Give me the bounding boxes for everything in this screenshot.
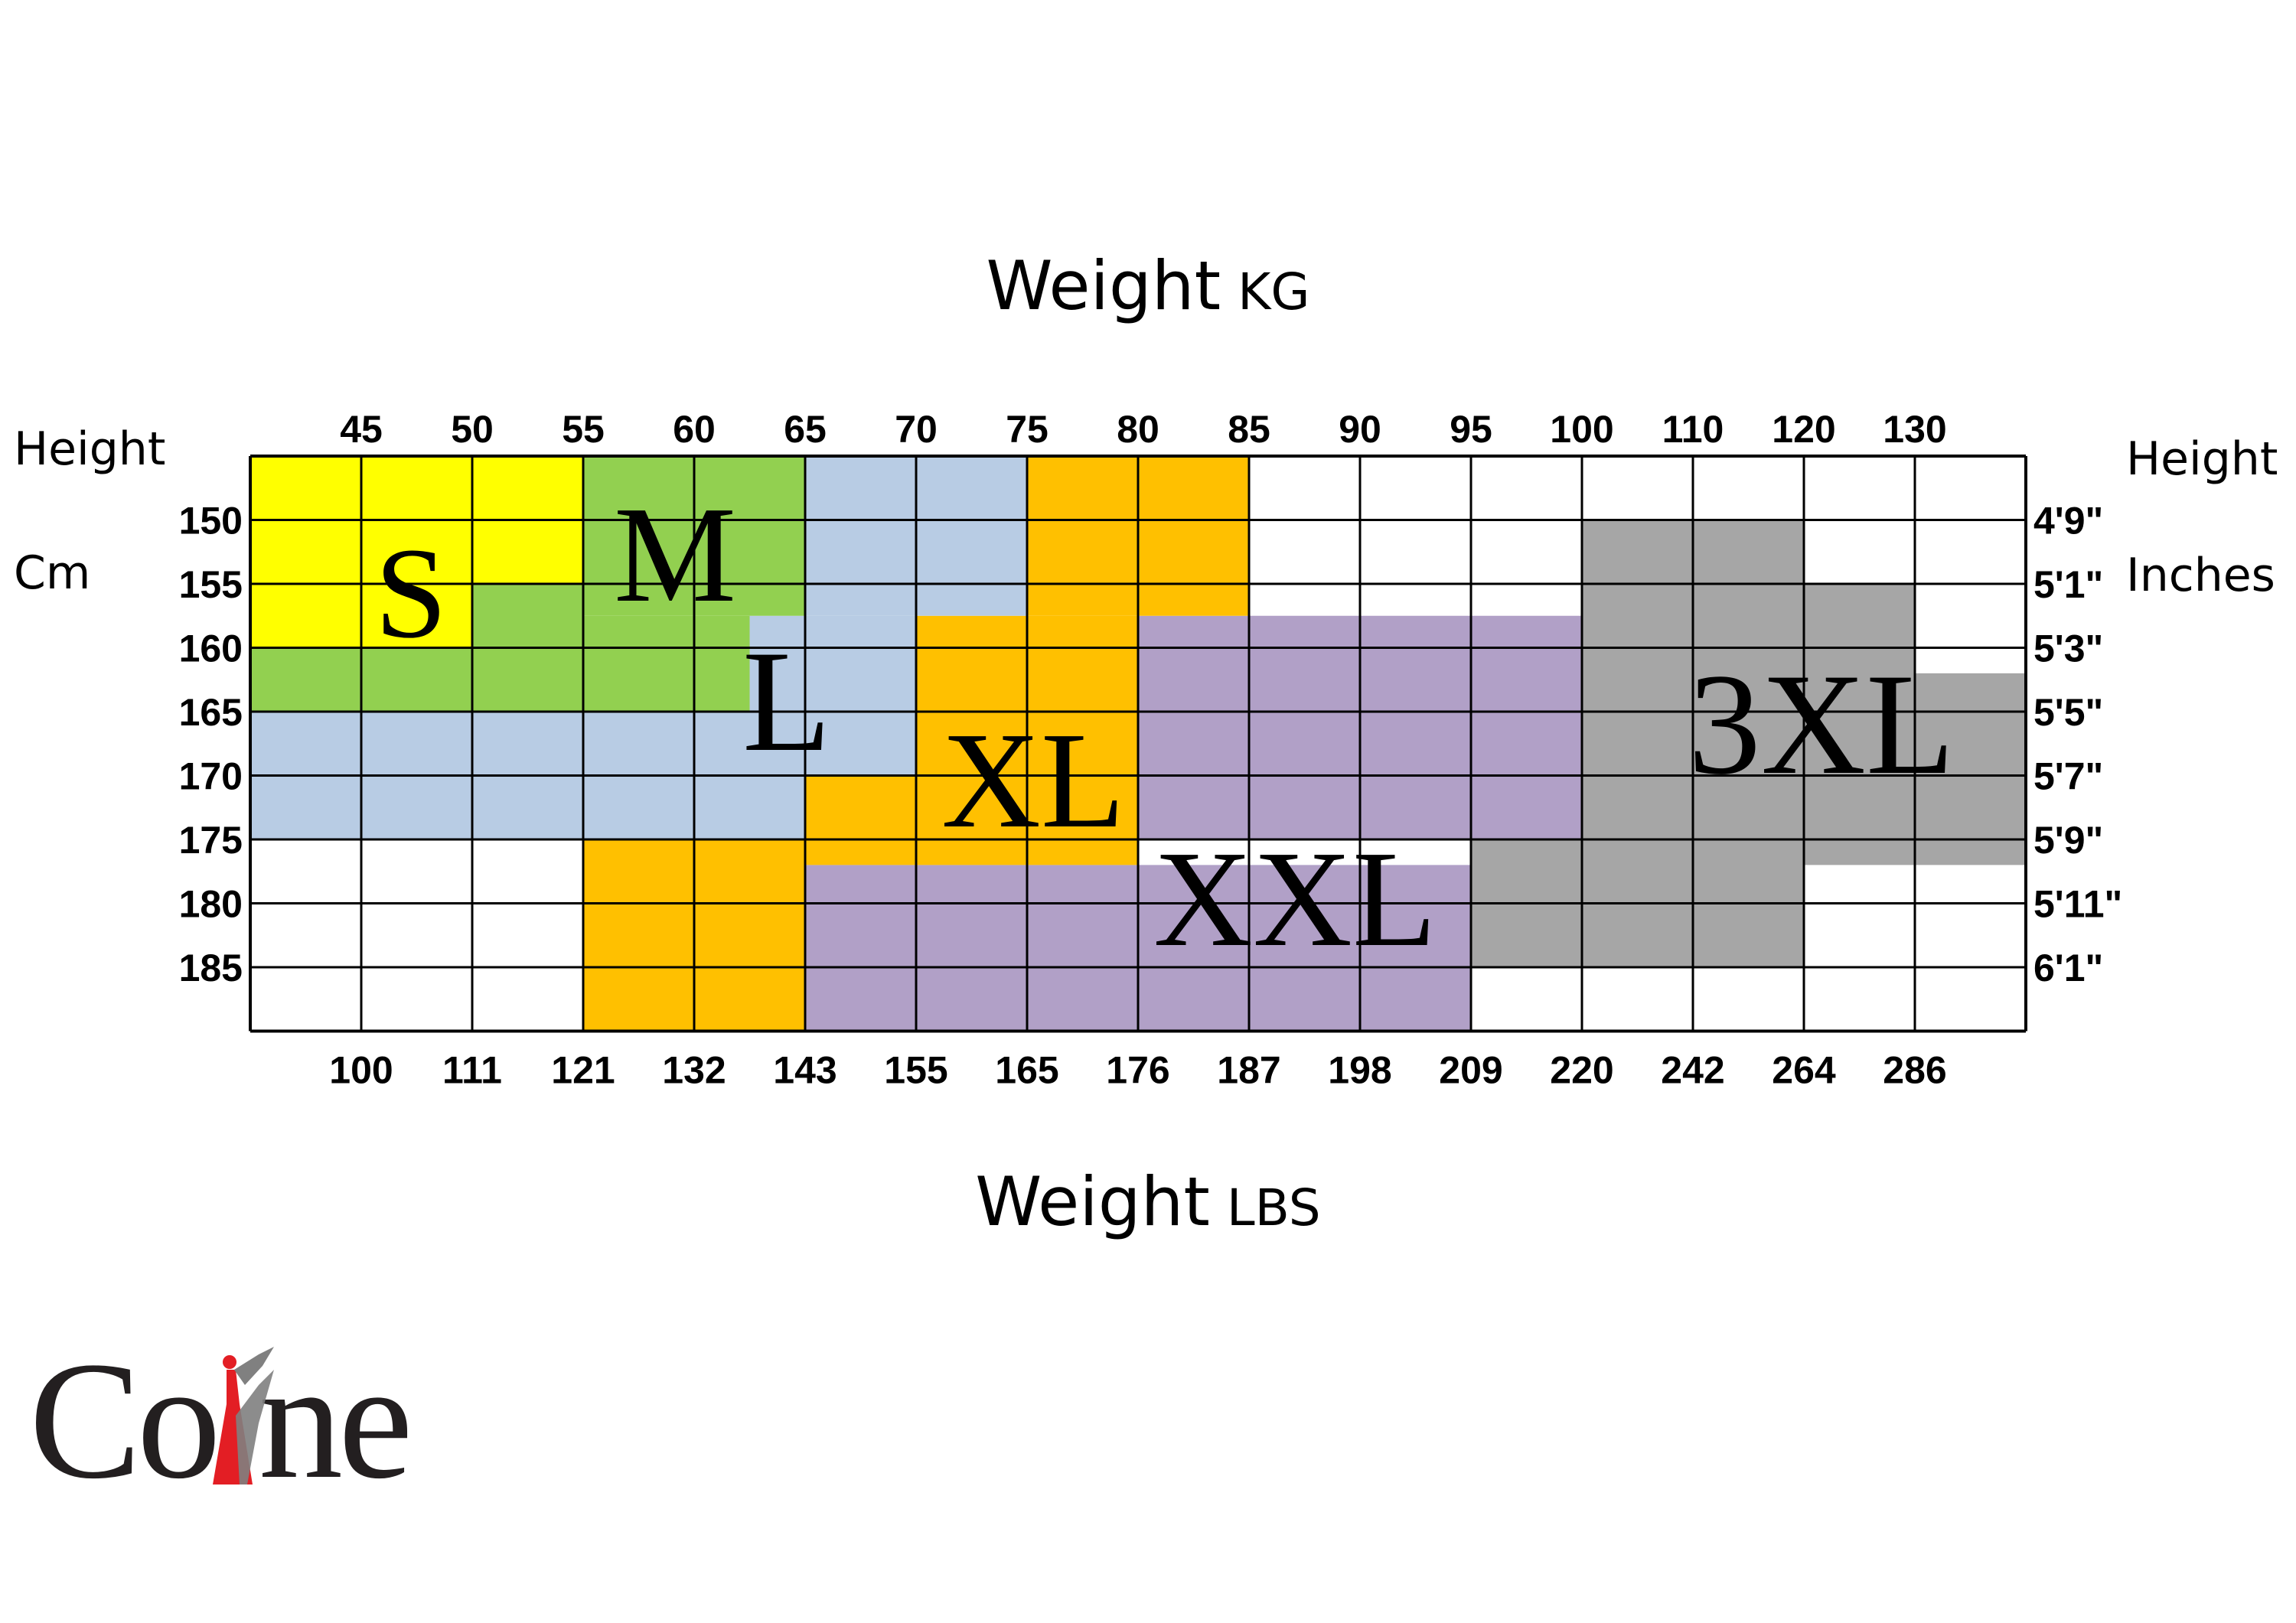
tick-label-kg: 130 bbox=[1883, 408, 1946, 451]
tick-label-cm: 160 bbox=[179, 627, 243, 670]
tick-label-kg: 45 bbox=[340, 408, 383, 451]
grid-lines bbox=[249, 455, 2027, 1033]
chart-title-unit: KG bbox=[1238, 262, 1310, 321]
bottom-title-text: Weight bbox=[975, 1162, 1210, 1241]
tick-label-inch: 5'9" bbox=[2033, 819, 2103, 862]
tick-label-inch: 4'9" bbox=[2033, 500, 2103, 543]
tick-label-cm: 180 bbox=[179, 883, 243, 926]
tick-label-cm: 175 bbox=[179, 819, 243, 862]
left-axis-unit: Cm bbox=[14, 546, 91, 600]
tick-label-lbs: 176 bbox=[1106, 1049, 1169, 1092]
size-region-m bbox=[583, 615, 750, 712]
size-label-xxl: XXL bbox=[1153, 823, 1437, 975]
tick-label-inch: 5'3" bbox=[2033, 627, 2103, 670]
tick-label-cm: 150 bbox=[179, 500, 243, 543]
chart-title-text: Weight bbox=[986, 246, 1221, 325]
tick-label-lbs: 286 bbox=[1883, 1049, 1946, 1092]
size-region-l bbox=[749, 615, 805, 712]
bottom-title-unit: LBS bbox=[1226, 1178, 1321, 1237]
size-label-l: L bbox=[742, 621, 831, 782]
tick-label-cm: 165 bbox=[179, 691, 243, 734]
tick-label-kg: 85 bbox=[1228, 408, 1270, 451]
tick-label-kg: 100 bbox=[1550, 408, 1613, 451]
tick-label-lbs: 264 bbox=[1772, 1049, 1836, 1092]
tick-label-kg: 95 bbox=[1450, 408, 1492, 451]
svg-text:Co: Co bbox=[29, 1331, 217, 1507]
tick-label-kg: 50 bbox=[451, 408, 494, 451]
tick-label-kg: 55 bbox=[562, 408, 605, 451]
tick-label-kg: 75 bbox=[1006, 408, 1049, 451]
tick-label-kg: 80 bbox=[1117, 408, 1159, 451]
size-region-l bbox=[805, 615, 916, 776]
size-region-3xl bbox=[1915, 673, 2026, 865]
tick-label-lbs: 220 bbox=[1550, 1049, 1613, 1092]
tick-label-lbs: 143 bbox=[773, 1049, 837, 1092]
tick-label-lbs: 100 bbox=[329, 1049, 393, 1092]
tick-label-inch: 5'7" bbox=[2033, 755, 2103, 798]
tick-label-lbs: 187 bbox=[1217, 1049, 1280, 1092]
size-label-xl: XL bbox=[941, 704, 1125, 856]
chart-title: Weight KG bbox=[0, 253, 2296, 320]
tick-label-kg: 110 bbox=[1662, 408, 1724, 451]
tick-label-kg: 90 bbox=[1339, 408, 1381, 451]
svg-text:ne: ne bbox=[259, 1331, 409, 1507]
size-region-m bbox=[472, 584, 583, 648]
tick-label-cm: 185 bbox=[179, 947, 243, 989]
size-label-s: S bbox=[375, 521, 448, 665]
tick-label-inch: 5'5" bbox=[2033, 691, 2103, 734]
bottom-title: Weight LBS bbox=[0, 1168, 2296, 1236]
tick-label-kg: 60 bbox=[673, 408, 716, 451]
right-axis-unit: Inches bbox=[2126, 549, 2275, 602]
size-region-xl bbox=[805, 775, 916, 865]
tick-label-inch: 6'1" bbox=[2033, 947, 2103, 989]
size-region-m bbox=[250, 647, 583, 712]
left-axis-title: Height bbox=[14, 422, 166, 476]
tick-labels: 45 50 55 60 65 70 75 80 85 90 95 100 110 120 130 100 111… bbox=[179, 408, 2123, 1092]
logo-figure-icon bbox=[213, 1347, 274, 1484]
tick-label-lbs: 132 bbox=[662, 1049, 726, 1092]
tick-label-lbs: 111 bbox=[442, 1049, 502, 1092]
tick-label-kg: 70 bbox=[895, 408, 938, 451]
tick-label-lbs: 121 bbox=[551, 1049, 615, 1092]
tick-label-lbs: 155 bbox=[884, 1049, 947, 1092]
size-region-3xl bbox=[1804, 584, 1915, 865]
tick-label-cm: 155 bbox=[179, 563, 243, 606]
tick-label-cm: 170 bbox=[179, 755, 243, 798]
tick-label-kg: 65 bbox=[784, 408, 827, 451]
coline-logo: Co ne bbox=[29, 1331, 413, 1507]
size-label-m: M bbox=[614, 478, 736, 631]
tick-label-inch: 5'11" bbox=[2033, 883, 2122, 926]
tick-label-lbs: 165 bbox=[995, 1049, 1058, 1092]
tick-label-lbs: 242 bbox=[1661, 1049, 1724, 1092]
size-label-3xl: 3XL bbox=[1688, 644, 1955, 805]
tick-label-lbs: 209 bbox=[1439, 1049, 1502, 1092]
tick-label-kg: 120 bbox=[1772, 408, 1835, 451]
tick-label-inch: 5'1" bbox=[2033, 563, 2103, 606]
right-axis-title: Height bbox=[2126, 432, 2278, 486]
tick-label-lbs: 198 bbox=[1328, 1049, 1391, 1092]
